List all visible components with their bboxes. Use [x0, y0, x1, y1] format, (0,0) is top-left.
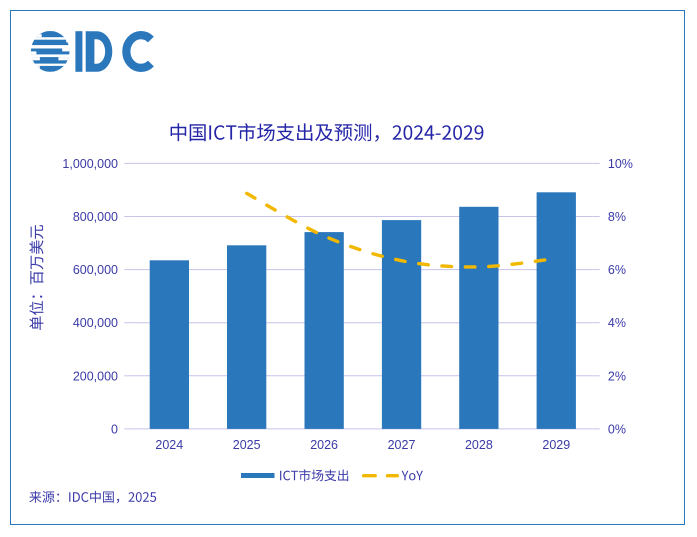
svg-text:200,000: 200,000	[73, 369, 118, 383]
svg-text:0%: 0%	[608, 422, 626, 436]
svg-text:1,000,000: 1,000,000	[62, 157, 118, 171]
svg-text:800,000: 800,000	[73, 210, 118, 224]
svg-text:4%: 4%	[608, 316, 626, 330]
svg-text:8%: 8%	[608, 210, 626, 224]
svg-text:2029: 2029	[542, 438, 570, 452]
svg-text:2027: 2027	[388, 438, 416, 452]
svg-text:10%: 10%	[608, 157, 633, 171]
svg-text:2026: 2026	[310, 438, 338, 452]
svg-text:6%: 6%	[608, 263, 626, 277]
svg-text:400,000: 400,000	[73, 316, 118, 330]
svg-text:0: 0	[111, 422, 118, 436]
svg-text:2028: 2028	[465, 438, 493, 452]
svg-text:2025: 2025	[233, 438, 261, 452]
svg-text:600,000: 600,000	[73, 263, 118, 277]
svg-text:2%: 2%	[608, 369, 626, 383]
svg-text:2024: 2024	[155, 438, 183, 452]
